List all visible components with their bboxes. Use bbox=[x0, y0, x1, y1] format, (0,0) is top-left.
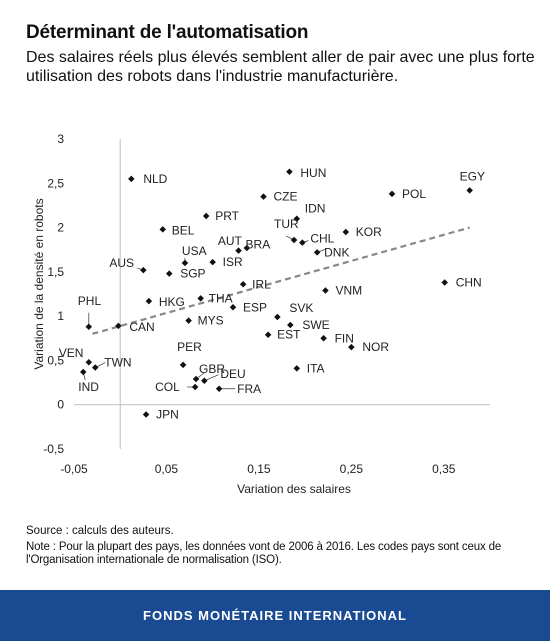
point-label-nld: NLD bbox=[143, 172, 167, 186]
point-label-irl: IRL bbox=[252, 277, 271, 291]
point-label-aut: AUT bbox=[218, 234, 243, 248]
point-label-bel: BEL bbox=[172, 223, 195, 237]
point-label-est: EST bbox=[277, 328, 301, 342]
data-point-phl bbox=[86, 324, 93, 331]
point-label-hun: HUN bbox=[300, 166, 326, 180]
y-tick-label: 2,5 bbox=[47, 176, 64, 190]
brand-name: FONDS MONÉTAIRE INTERNATIONAL bbox=[143, 608, 407, 623]
x-axis-title: Variation des salaires bbox=[237, 482, 351, 496]
data-point-fra bbox=[216, 386, 223, 393]
point-label-chl: CHL bbox=[310, 232, 334, 246]
data-point-gbr bbox=[193, 376, 200, 383]
x-tick-label: 0,35 bbox=[432, 462, 456, 476]
data-point-chl bbox=[299, 239, 306, 246]
x-tick-label: 0,15 bbox=[247, 462, 271, 476]
point-label-fra: FRA bbox=[237, 382, 261, 396]
data-point-ita bbox=[294, 365, 301, 372]
point-label-deu: DEU bbox=[220, 367, 245, 381]
data-point-nld bbox=[128, 176, 135, 183]
point-label-idn: IDN bbox=[305, 202, 326, 216]
data-note: Note : Pour la plupart des pays, les don… bbox=[26, 541, 531, 567]
y-tick-label: 1 bbox=[57, 309, 64, 323]
point-label-hkg: HKG bbox=[159, 295, 185, 309]
point-label-tur: TUR bbox=[274, 217, 299, 231]
data-point-col bbox=[192, 384, 199, 391]
point-label-twn: TWN bbox=[104, 356, 131, 370]
point-label-svk: SVK bbox=[289, 301, 313, 315]
data-point-isr bbox=[209, 259, 216, 266]
data-point-sgp bbox=[166, 270, 173, 277]
point-label-vnm: VNM bbox=[335, 283, 362, 297]
data-point-pol bbox=[389, 191, 396, 198]
data-point-egy bbox=[466, 187, 473, 194]
point-label-nor: NOR bbox=[362, 340, 389, 354]
data-point-ind bbox=[80, 369, 87, 376]
y-tick-label: 1,5 bbox=[47, 265, 64, 279]
data-point-dnk bbox=[314, 249, 321, 256]
point-label-egy: EGY bbox=[460, 169, 485, 183]
data-point-svk bbox=[274, 314, 281, 321]
data-point-vnm bbox=[322, 287, 329, 294]
point-label-mys: MYS bbox=[198, 314, 224, 328]
point-label-isr: ISR bbox=[223, 255, 243, 269]
data-point-usa bbox=[182, 260, 189, 267]
point-label-tha: THA bbox=[209, 291, 233, 305]
data-point-hun bbox=[286, 169, 293, 176]
data-point-prt bbox=[203, 213, 210, 220]
x-tick-label: -0,05 bbox=[60, 462, 88, 476]
y-tick-label: -0,5 bbox=[43, 442, 64, 456]
data-point-mys bbox=[185, 317, 192, 324]
point-label-usa: USA bbox=[182, 244, 207, 258]
scatter-chart: -0,5 0 0,5 1 1,5 2 2,5 3 -0,05 0,05 0,15 0,25 0,35 Va… bbox=[0, 0, 550, 520]
point-label-kor: KOR bbox=[356, 225, 382, 239]
point-label-chn: CHN bbox=[456, 275, 482, 289]
y-tick-label: 3 bbox=[57, 132, 64, 146]
point-label-dnk: DNK bbox=[324, 245, 349, 259]
point-label-sgp: SGP bbox=[180, 267, 205, 281]
data-point-bra bbox=[235, 247, 242, 254]
data-point-hkg bbox=[146, 298, 153, 305]
source-note: Source : calculs des auteurs. bbox=[26, 525, 174, 537]
point-label-swe: SWE bbox=[302, 318, 329, 332]
point-label-ita: ITA bbox=[307, 361, 325, 375]
data-point-deu bbox=[201, 378, 208, 385]
point-label-aus: AUS bbox=[109, 256, 134, 270]
point-label-ind: IND bbox=[78, 380, 99, 394]
data-point-twn bbox=[92, 364, 99, 371]
data-point-fin bbox=[320, 335, 327, 342]
point-label-per: PER bbox=[177, 340, 202, 354]
point-label-cze: CZE bbox=[274, 190, 298, 204]
y-tick-label: 0 bbox=[57, 398, 64, 412]
point-label-ven: VEN bbox=[59, 346, 84, 360]
data-point-aus bbox=[140, 267, 147, 274]
y-axis-title: Variation de la densité en robots bbox=[32, 198, 46, 369]
point-label-esp: ESP bbox=[243, 300, 267, 314]
x-tick-label: 0,05 bbox=[155, 462, 179, 476]
data-point-est bbox=[265, 331, 272, 338]
y-tick-label: 2 bbox=[57, 221, 64, 235]
data-point-tha bbox=[197, 295, 204, 302]
point-label-pol: POL bbox=[402, 187, 426, 201]
point-label-can: CAN bbox=[129, 320, 154, 334]
data-point-bel bbox=[159, 226, 166, 233]
data-point-per bbox=[180, 362, 187, 369]
point-label-prt: PRT bbox=[215, 209, 239, 223]
data-point-irl bbox=[240, 281, 247, 288]
trend-line bbox=[92, 228, 469, 334]
data-point-cze bbox=[260, 193, 267, 200]
x-tick-label: 0,25 bbox=[340, 462, 364, 476]
point-label-col: COL bbox=[155, 380, 180, 394]
data-point-jpn bbox=[143, 411, 150, 418]
data-point-kor bbox=[343, 229, 350, 236]
data-point-tur bbox=[291, 237, 298, 244]
point-label-jpn: JPN bbox=[156, 407, 179, 421]
point-label-phl: PHL bbox=[78, 294, 102, 308]
data-point-chn bbox=[441, 279, 448, 286]
point-label-fin: FIN bbox=[335, 331, 354, 345]
brand-footer: FONDS MONÉTAIRE INTERNATIONAL bbox=[0, 590, 550, 641]
data-point-ven bbox=[86, 359, 93, 366]
point-label-bra: BRA bbox=[246, 238, 271, 252]
